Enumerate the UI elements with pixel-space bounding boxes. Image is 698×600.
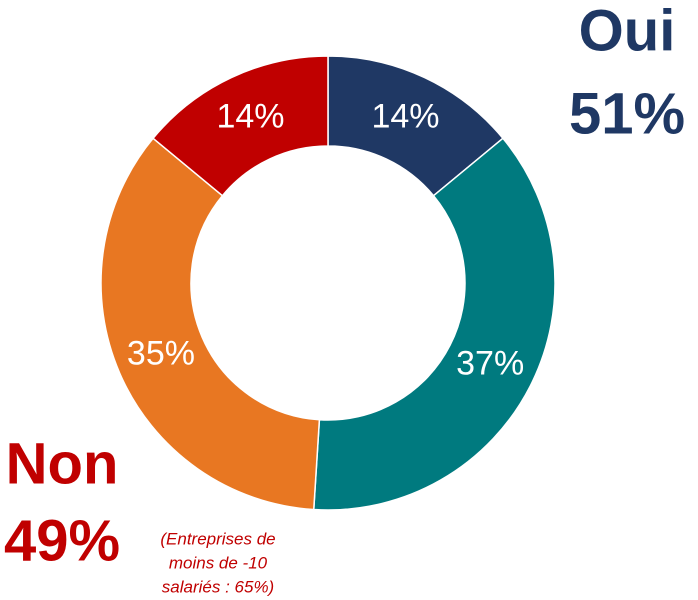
segment-label: 14% (371, 97, 439, 135)
donut-segment (100, 137, 321, 511)
oui-value: 51% (569, 81, 685, 146)
non-label: Non (6, 431, 119, 496)
segment-label: 37% (456, 345, 524, 383)
donut-segment (312, 137, 556, 511)
oui-label: Oui (579, 0, 676, 63)
note-line: salariés : 65%) (162, 577, 274, 596)
donut-segment (152, 55, 329, 197)
note-line: (Entreprises de (160, 529, 275, 548)
segment-label: 35% (127, 334, 195, 372)
segment-label: 14% (216, 97, 284, 135)
note-line: moins de -10 (169, 553, 268, 572)
non-value: 49% (4, 508, 120, 573)
